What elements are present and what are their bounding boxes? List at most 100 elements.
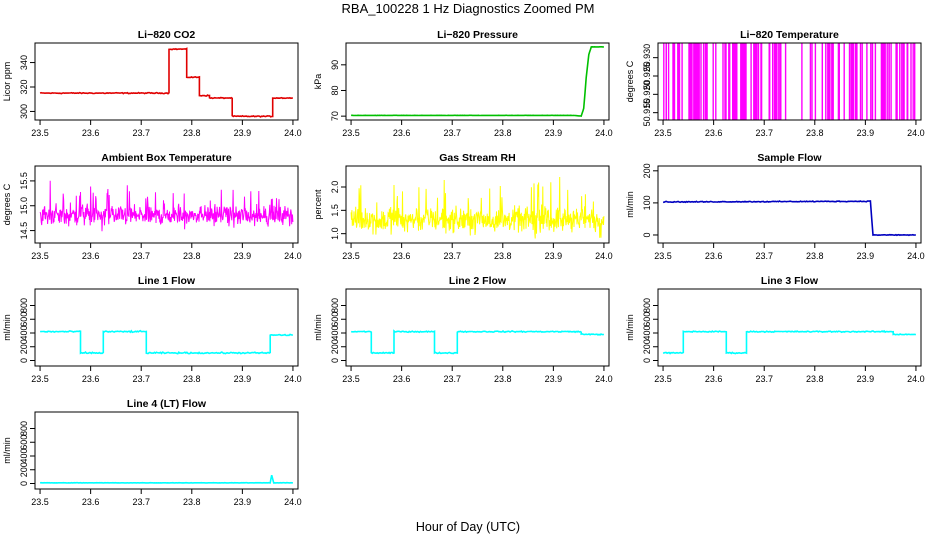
x-tick-label: 23.6 [705,251,723,261]
x-tick-label: 23.8 [806,128,824,138]
x-tick-label: 23.7 [755,128,773,138]
figure-title: RBA_100228 1 Hz Diagnostics Zoomed PM [342,1,595,16]
series-group [351,45,604,118]
y-tick-label: 0 [19,358,29,363]
x-tick-label: 23.5 [654,374,672,384]
x-tick-label: 23.7 [132,128,150,138]
x-tick-label: 23.5 [31,251,49,261]
x-tick-label: 23.5 [654,128,672,138]
plot-frame [34,288,299,367]
y-axis-label: Licor ppm [2,62,12,102]
plot-frame [345,42,610,121]
x-tick-label: 23.9 [545,374,563,384]
panel-title: Sample Flow [757,152,822,164]
y-tick-label: 0 [642,232,652,237]
x-tick-label: 23.9 [857,251,875,261]
x-tick-label: 23.8 [183,128,201,138]
y-tick-label: 15.5 [19,172,29,190]
x-tick-label: 23.5 [31,374,49,384]
x-tick-label: 23.5 [342,128,360,138]
y-tick-label: 400 [330,325,340,340]
x-tick-label: 23.7 [443,374,461,384]
series-group [662,329,916,355]
x-tick-label: 23.6 [393,374,411,384]
x-tick-label: 23.9 [234,497,252,507]
x-tick-label: 23.8 [183,497,201,507]
x-tick-label: 24.0 [907,128,925,138]
panel-7: Line 2 Flow 23.5 23.6 23.7 23.8 23.9 24.0 0 2004… [313,275,613,384]
y-tick-label: 320 [19,79,29,94]
panel-title: Li−820 Temperature [740,29,839,41]
series-group [663,200,916,237]
y-tick-label: 80 [330,85,340,95]
y-tick-label: 600 [330,312,340,327]
y-tick-label: 70 [330,111,340,121]
panel-5: Sample Flow 23.5 23.6 23.7 23.8 23.9 24.0 0 100 2… [625,152,925,261]
x-tick-label: 23.7 [443,128,461,138]
x-tick-label: 24.0 [595,374,613,384]
x-tick-label: 23.6 [82,251,100,261]
x-tick-label: 23.8 [183,251,201,261]
series-line [350,176,605,239]
x-tick-label: 23.5 [31,497,49,507]
x-tick-label: 23.6 [393,251,411,261]
panel-6: Line 1 Flow 23.5 23.6 23.7 23.8 23.9 24.0 0 2004… [2,275,302,384]
x-tick-label: 23.6 [82,374,100,384]
series-group [350,329,605,355]
panel-title: Line 2 Flow [449,275,507,287]
x-tick-label: 23.6 [82,497,100,507]
x-tick-label: 24.0 [595,128,613,138]
y-tick-label: 50.930 [642,44,652,72]
panel-title: Ambient Box Temperature [101,152,232,164]
x-tick-label: 23.8 [494,374,512,384]
y-tick-label: 800 [19,421,29,436]
y-axis-label: ml/min [2,437,12,464]
x-tick-label: 23.9 [545,128,563,138]
panel-title: Li−820 Pressure [437,29,518,41]
x-tick-label: 23.8 [494,251,512,261]
y-axis-label: ml/min [2,314,12,341]
panel-title: Line 1 Flow [138,275,196,287]
series-line [39,47,293,118]
plot-frame [34,42,299,121]
y-tick-label: 200 [642,163,652,178]
y-tick-label: 400 [19,325,29,340]
figure-xlabel: Hour of Day (UTC) [416,520,520,534]
x-tick-label: 23.8 [806,374,824,384]
series-spikes [663,43,916,120]
x-tick-label: 23.7 [132,497,150,507]
x-tick-label: 23.9 [234,251,252,261]
x-tick-label: 23.7 [132,251,150,261]
x-tick-label: 24.0 [907,251,925,261]
y-tick-label: 50.920 [642,81,652,109]
x-tick-label: 23.9 [857,128,875,138]
y-axis-label: ml/min [313,314,323,341]
y-tick-label: 200 [19,339,29,354]
y-axis-label: degrees C [2,183,12,225]
plot-frame [34,411,299,490]
y-tick-label: 800 [330,298,340,313]
x-tick-label: 23.7 [443,251,461,261]
panel-1: Li−820 Pressure 23.5 23.6 23.7 23.8 23.9 24.0 7… [313,29,613,138]
series-line [662,329,916,355]
series-line [40,474,293,484]
y-tick-label: 50.915 [642,99,652,127]
y-tick-label: 800 [642,298,652,313]
y-tick-label: 800 [19,298,29,313]
series-line [350,329,605,355]
x-tick-label: 24.0 [284,497,302,507]
y-tick-label: 0 [330,358,340,363]
x-tick-label: 23.6 [705,128,723,138]
panel-4: Gas Stream RH 23.5 23.6 23.7 23.8 23.9 24.0 1.0… [313,152,613,261]
series-group [39,180,294,232]
y-tick-label: 600 [19,435,29,450]
x-tick-label: 23.8 [806,251,824,261]
series-line [39,180,294,232]
series-group [39,47,293,118]
y-tick-label: 1.5 [330,204,340,217]
x-tick-label: 23.6 [705,374,723,384]
y-tick-label: 14.5 [19,222,29,240]
y-tick-label: 600 [642,312,652,327]
x-tick-label: 23.5 [342,251,360,261]
y-tick-label: 400 [642,325,652,340]
